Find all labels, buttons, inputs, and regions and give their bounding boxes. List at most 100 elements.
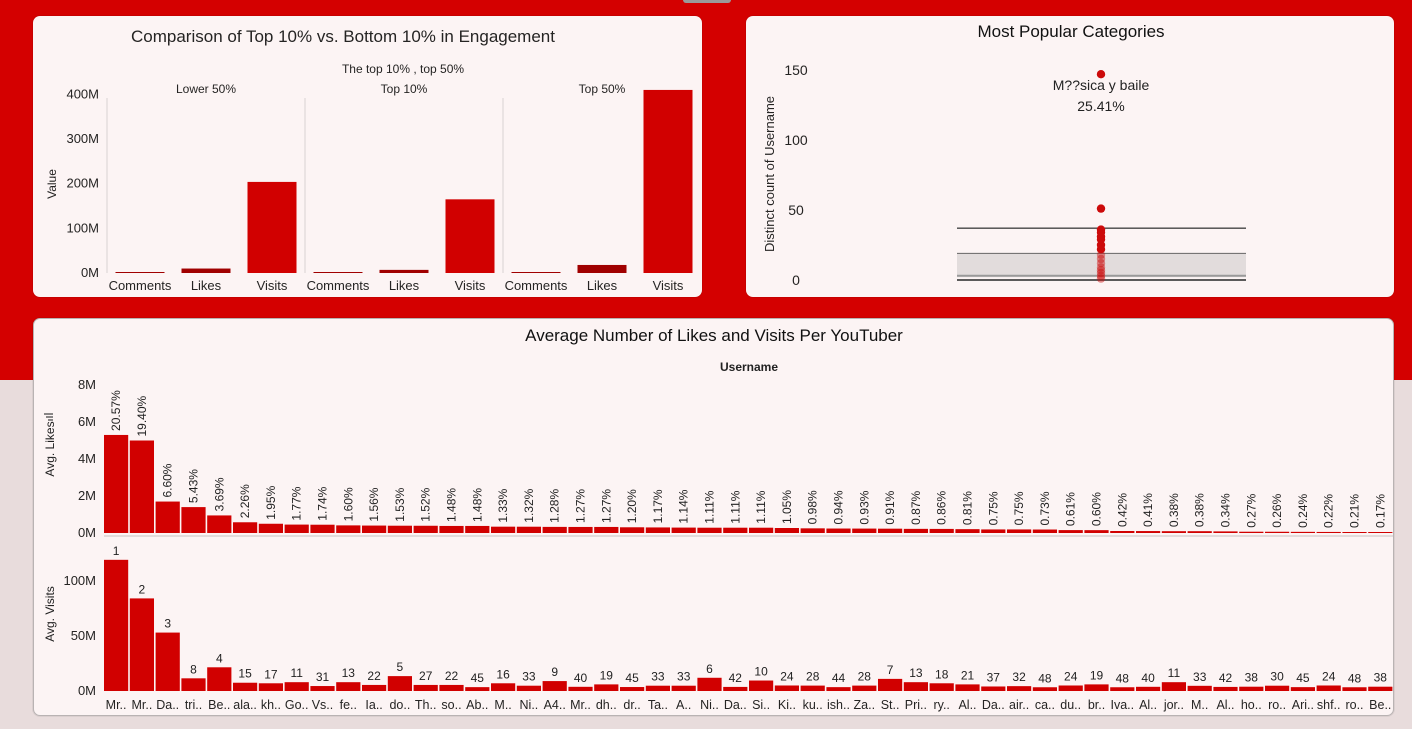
visits-bar[interactable]	[594, 684, 619, 691]
likes-bar[interactable]	[1213, 531, 1238, 533]
likes-bar[interactable]	[465, 525, 490, 533]
sort-indicator-icon[interactable]	[44, 413, 53, 421]
visits-bar[interactable]	[439, 684, 464, 691]
likes-bar[interactable]	[155, 501, 180, 533]
likes-bar[interactable]	[1084, 530, 1109, 533]
visits-bar[interactable]	[516, 685, 541, 691]
likes-bar[interactable]	[1265, 531, 1290, 533]
visits-bar[interactable]	[129, 598, 154, 691]
likes-bar[interactable]	[1110, 531, 1135, 533]
category-point[interactable]	[1096, 204, 1106, 213]
visits-bar[interactable]	[155, 632, 180, 691]
visits-bar[interactable]	[362, 684, 387, 691]
likes-bar[interactable]	[1290, 531, 1315, 533]
likes-bar[interactable]	[955, 529, 980, 533]
visits-bar[interactable]	[207, 667, 232, 691]
visits-bar[interactable]	[749, 680, 774, 691]
category-point[interactable]	[1096, 266, 1106, 275]
visits-bar[interactable]	[233, 682, 258, 691]
engagement-bar[interactable]	[247, 181, 297, 273]
visits-bar[interactable]	[310, 686, 335, 691]
engagement-bar[interactable]	[445, 199, 495, 273]
likes-bar[interactable]	[671, 527, 696, 533]
category-point[interactable]	[1096, 245, 1106, 254]
category-point[interactable]	[1096, 259, 1106, 268]
likes-bar[interactable]	[723, 527, 748, 533]
visits-bar[interactable]	[955, 684, 980, 691]
likes-bar[interactable]	[516, 526, 541, 533]
likes-bar[interactable]	[1342, 532, 1367, 533]
likes-bar[interactable]	[645, 527, 670, 533]
visits-bar[interactable]	[1368, 686, 1393, 691]
visits-bar[interactable]	[284, 682, 309, 691]
visits-bar[interactable]	[1342, 687, 1367, 691]
likes-bar[interactable]	[129, 440, 154, 534]
likes-bar[interactable]	[929, 528, 954, 533]
likes-bar[interactable]	[387, 525, 412, 533]
likes-bar[interactable]	[878, 528, 903, 533]
visits-bar[interactable]	[1316, 685, 1341, 691]
engagement-bar[interactable]	[511, 272, 561, 273]
likes-bar[interactable]	[1161, 531, 1186, 533]
likes-bar[interactable]	[104, 434, 129, 533]
likes-bar[interactable]	[774, 528, 799, 533]
visits-bar[interactable]	[104, 559, 129, 691]
visits-bar[interactable]	[258, 683, 283, 691]
likes-bar[interactable]	[336, 525, 361, 533]
likes-bar[interactable]	[981, 529, 1006, 533]
likes-bar[interactable]	[1032, 529, 1057, 533]
visits-bar[interactable]	[1007, 686, 1032, 691]
visits-bar[interactable]	[903, 682, 928, 691]
visits-bar[interactable]	[774, 685, 799, 691]
visits-bar[interactable]	[929, 683, 954, 691]
visits-bar[interactable]	[1239, 686, 1264, 691]
likes-bar[interactable]	[284, 524, 309, 533]
visits-bar[interactable]	[387, 676, 412, 691]
likes-bar[interactable]	[1316, 531, 1341, 533]
engagement-bar[interactable]	[379, 269, 429, 273]
likes-bar[interactable]	[233, 522, 258, 533]
visits-bar[interactable]	[491, 683, 516, 691]
likes-bar[interactable]	[800, 528, 825, 533]
category-point[interactable]	[1096, 274, 1106, 283]
visits-bar[interactable]	[336, 682, 361, 691]
visits-bar[interactable]	[1187, 685, 1212, 691]
visits-bar[interactable]	[620, 687, 645, 691]
visits-bar[interactable]	[878, 678, 903, 691]
visits-bar[interactable]	[826, 687, 851, 691]
visits-bar[interactable]	[1136, 686, 1161, 691]
visits-bar[interactable]	[723, 686, 748, 691]
visits-bar[interactable]	[671, 685, 696, 691]
likes-bar[interactable]	[1058, 530, 1083, 533]
likes-bar[interactable]	[903, 528, 928, 533]
visits-bar[interactable]	[542, 681, 567, 691]
engagement-bar[interactable]	[313, 272, 363, 273]
likes-bar[interactable]	[594, 526, 619, 533]
category-point[interactable]	[1096, 271, 1106, 280]
likes-bar[interactable]	[1368, 532, 1393, 533]
likes-bar[interactable]	[542, 526, 567, 533]
likes-bar[interactable]	[620, 527, 645, 533]
category-point[interactable]	[1096, 263, 1106, 272]
engagement-bar[interactable]	[115, 272, 165, 273]
visits-bar[interactable]	[465, 687, 490, 691]
likes-bar[interactable]	[413, 525, 438, 533]
likes-bar[interactable]	[697, 527, 722, 533]
likes-bar[interactable]	[1007, 529, 1032, 533]
category-point[interactable]	[1096, 70, 1106, 79]
visits-bar[interactable]	[1032, 687, 1057, 691]
visits-bar[interactable]	[1213, 686, 1238, 691]
visits-bar[interactable]	[645, 685, 670, 691]
likes-bar[interactable]	[1187, 531, 1212, 533]
visits-bar[interactable]	[568, 686, 593, 691]
visits-bar[interactable]	[181, 678, 206, 691]
visits-bar[interactable]	[1161, 682, 1186, 691]
likes-bar[interactable]	[207, 515, 232, 533]
category-point[interactable]	[1096, 254, 1106, 264]
visits-bar[interactable]	[1110, 687, 1135, 691]
visits-bar[interactable]	[413, 684, 438, 691]
visits-bar[interactable]	[1265, 685, 1290, 691]
likes-bar[interactable]	[491, 526, 516, 533]
likes-bar[interactable]	[439, 525, 464, 533]
likes-bar[interactable]	[749, 527, 774, 533]
